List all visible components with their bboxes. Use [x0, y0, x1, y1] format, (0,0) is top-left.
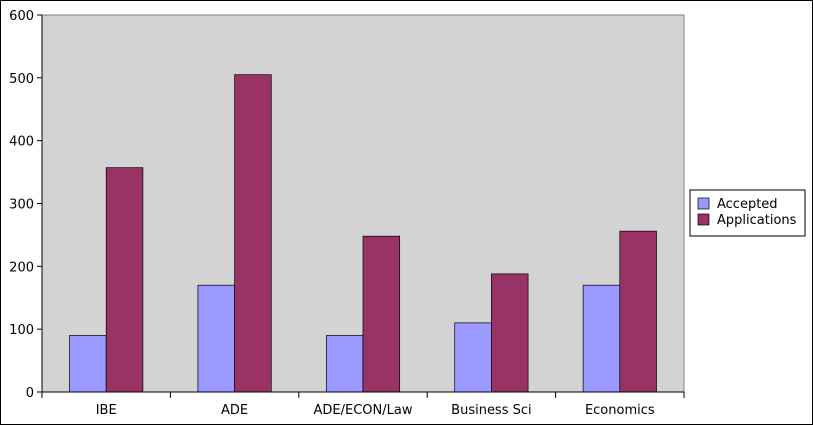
- y-tick-label: 100: [9, 323, 34, 338]
- legend-swatch-accepted: [697, 197, 710, 210]
- legend-label-applications: Applications: [717, 213, 797, 228]
- legend-label-accepted: Accepted: [717, 197, 778, 212]
- bar-applications-2: [362, 235, 401, 393]
- bar-applications-4: [619, 230, 657, 393]
- bar-applications-3: [491, 273, 529, 393]
- bar-accepted-0: [69, 335, 107, 393]
- bar-accepted-3: [454, 322, 492, 393]
- bar-accepted-2: [325, 335, 364, 393]
- y-tick-label: 500: [9, 72, 34, 87]
- x-tick-label: ADE/ECON/Law: [314, 403, 413, 418]
- y-tick-label: 600: [9, 9, 34, 24]
- legend-swatch-applications: [697, 213, 710, 226]
- bar-accepted-4: [582, 284, 621, 393]
- x-tick-label: IBE: [96, 403, 117, 418]
- bars-group: [69, 74, 657, 393]
- y-tick-label: 0: [26, 386, 34, 401]
- y-tick-label: 400: [9, 135, 34, 150]
- bar-applications-0: [105, 167, 144, 393]
- x-tick-label: ADE: [221, 403, 248, 418]
- x-axis: IBE ADE ADE/ECON/Law Business Sci Economics: [41, 391, 685, 418]
- y-tick-label: 300: [9, 198, 34, 213]
- bar-accepted-1: [197, 284, 235, 393]
- y-axis: 0 100 200 300 400 500 600: [9, 9, 43, 401]
- x-tick-label: Economics: [585, 403, 655, 418]
- x-tick-label: Business Sci: [451, 403, 531, 418]
- y-tick-label: 200: [9, 260, 34, 275]
- bar-applications-1: [234, 74, 272, 393]
